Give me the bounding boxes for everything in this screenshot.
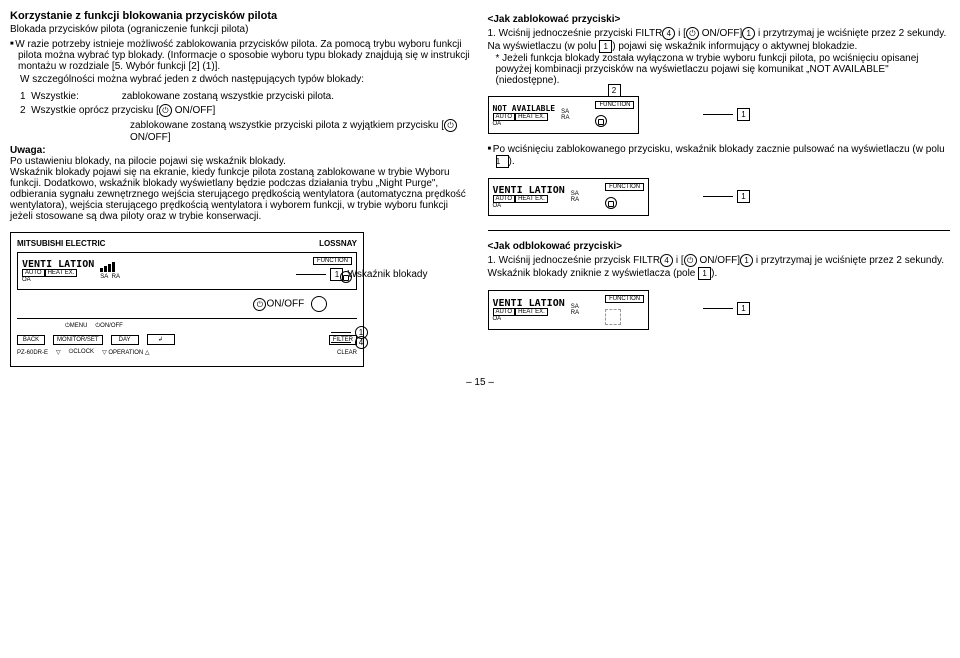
opt1-label: 1 Wszystkie: (20, 91, 79, 102)
display-3: VENTI LATION AUTOHEAT EX. OA SARA FUNCTI… (488, 286, 951, 334)
note-2: Wskaźnik blokady pojawi się na ekranie, … (10, 167, 473, 222)
remote-diagram: MITSUBISHI ELECTRIC LOSSNAY VENTI LATION… (10, 232, 473, 367)
brand-label: MITSUBISHI ELECTRIC (17, 239, 105, 248)
display-2: VENTI LATION AUTOHEAT EX. OA SARA FUNCTI… (488, 174, 951, 220)
button-row-2: BACK MONITOR/SET DAY ↲ FILTER (17, 334, 357, 345)
page-number: – 15 – (10, 377, 950, 388)
divider (488, 230, 951, 231)
unlock-title: <Jak odblokować przyciski> (488, 241, 951, 252)
left-column: Korzystanie z funkcji blokowania przycis… (10, 10, 473, 367)
remote-header: MITSUBISHI ELECTRIC LOSSNAY (17, 239, 357, 248)
opt2-text: zablokowane zostaną wszystkie przyciski … (130, 120, 444, 131)
sa-label: SA (100, 274, 108, 280)
callout-filter: 4 (331, 336, 368, 349)
display-1: 2 NOT AVAILABLE AUTOHEAT EX. OA SARA FUN… (488, 92, 951, 138)
lossnay-label: LOSSNAY (319, 239, 357, 248)
fan-bars-icon (100, 262, 116, 274)
monitor-btn[interactable]: MONITOR/SET (53, 335, 103, 345)
day-btn[interactable]: DAY (111, 335, 139, 345)
power-icon: ⏻ (686, 27, 699, 40)
clock-btn[interactable]: CLOCK (73, 349, 94, 355)
clear-btn[interactable]: CLEAR (337, 350, 357, 356)
heatex-box: HEAT EX. (45, 269, 78, 277)
opt2-cont: ON/OFF] (172, 105, 215, 116)
opt2-label: 2 Wszystkie oprócz przycisku [ (20, 105, 159, 116)
menu-btn[interactable]: MENU (70, 323, 88, 329)
operation-btn[interactable]: OPERATION (108, 350, 143, 356)
unlock-step: 1. Wciśnij jednocześnie przycisk FILTR4 … (488, 254, 951, 280)
empty-lock (605, 309, 621, 325)
lock-icon (595, 115, 607, 127)
onoff-button[interactable] (311, 296, 327, 312)
function-box: FUNCTION (313, 257, 352, 265)
power-icon: ⏻ (684, 254, 697, 267)
venti-label: VENTI LATION (22, 260, 94, 269)
para-2: W szczególności można wybrać jeden z dwó… (20, 74, 473, 85)
power-icon: ⏻ (253, 298, 266, 311)
onoff-button-row: ⏻ON/OFF (17, 296, 327, 312)
option-1: 1 Wszystkie: zablokowane zostaną wszystk… (20, 91, 473, 102)
onoff-label: ON/OFF (266, 299, 304, 310)
power-icon: ⏻ (159, 104, 172, 117)
model-label: PZ-60DR-E (17, 350, 48, 356)
not-avail: NOT AVAILABLE (493, 104, 556, 113)
opt1-text: zablokowane zostaną wszystkie przyciski … (122, 91, 334, 102)
opt2-desc: zablokowane zostaną wszystkie przyciski … (130, 119, 473, 143)
enter-btn[interactable]: ↲ (147, 334, 175, 345)
option-2: 2 Wszystkie oprócz przycisku [⏻ ON/OFF] (20, 104, 473, 117)
after-text: Po wciśnięciu zablokowanego przycisku, w… (496, 144, 951, 168)
right-column: <Jak zablokować przyciski> 1. Wciśnij je… (488, 10, 951, 367)
small-display-1: NOT AVAILABLE AUTOHEAT EX. OA SARA FUNCT… (488, 96, 640, 134)
indicator-label: Wskaźnik blokady (347, 269, 427, 280)
power-icon: ⏻ (444, 119, 457, 132)
lock-note: * Jeżeli funkcja blokady została wyłączo… (496, 53, 951, 86)
callout-indicator: 1 Wskaźnik blokady (296, 268, 427, 281)
note-label: Uwaga: (10, 145, 473, 156)
ra-label: RA (112, 274, 120, 280)
lock-title: <Jak zablokować przyciski> (488, 14, 951, 25)
back-btn[interactable]: BACK (17, 335, 45, 345)
onoff-btn2[interactable]: ON/OFF (100, 323, 123, 329)
oa-label: OA (22, 277, 94, 283)
page-layout: Korzystanie z funkcji blokowania przycis… (10, 10, 950, 367)
lock-step: 1. Wciśnij jednocześnie przyciski FILTR4… (488, 27, 951, 53)
subtitle: Blokada przycisków pilota (ograniczenie … (10, 24, 473, 35)
remote-box: MITSUBISHI ELECTRIC LOSSNAY VENTI LATION… (10, 232, 364, 367)
fan-section: SA RA (100, 262, 120, 280)
small-display-2: VENTI LATION AUTOHEAT EX. OA SARA FUNCTI… (488, 178, 650, 216)
button-row-3: PZ-60DR-E ▽ ⏻CLOCK ▽ OPERATION △ CLEAR (17, 349, 357, 356)
venti-section: VENTI LATION AUTOHEAT EX. OA (22, 260, 94, 283)
small-display-3: VENTI LATION AUTOHEAT EX. OA SARA FUNCTI… (488, 290, 650, 330)
callout-c4: 4 (355, 336, 368, 349)
para-1: W razie potrzeby istnieje możliwość zabl… (18, 39, 473, 72)
callout-1: 1 (330, 268, 343, 281)
button-row-1: ⏻MENU ⏻ON/OFF (17, 323, 357, 330)
main-title: Korzystanie z funkcji blokowania przycis… (10, 10, 473, 22)
lock-icon (605, 197, 617, 209)
note-1: Po ustawieniu blokady, na pilocie pojawi… (10, 156, 473, 167)
auto-box: AUTO (22, 269, 45, 277)
opt2-text2: ON/OFF] (130, 132, 171, 143)
